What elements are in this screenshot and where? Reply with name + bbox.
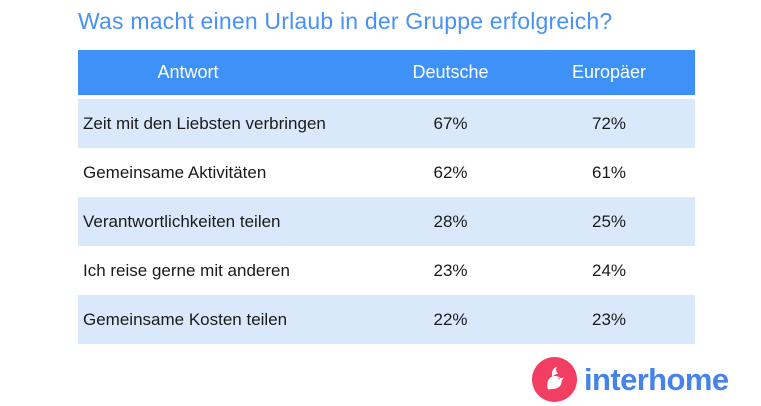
table-row: Verantwortlichkeiten teilen 28% 25%: [78, 197, 695, 246]
table-header-row: Antwort Deutsche Europäer: [78, 50, 695, 95]
table-row: Ich reise gerne mit anderen 23% 24%: [78, 246, 695, 295]
table-row: Gemeinsame Kosten teilen 22% 23%: [78, 295, 695, 344]
row-label: Verantwortlichkeiten teilen: [83, 211, 281, 231]
row-label: Gemeinsame Aktivitäten: [83, 162, 267, 182]
row-label: Gemeinsame Kosten teilen: [83, 309, 288, 329]
dove-icon: [532, 357, 577, 402]
row-value-european: 61%: [591, 162, 627, 182]
interhome-logo: interhome: [532, 357, 729, 402]
column-header-german: Deutsche: [412, 62, 489, 82]
column-header-answer: Antwort: [157, 62, 219, 82]
row-value-german: 22%: [433, 309, 468, 329]
row-value-german: 28%: [433, 211, 468, 231]
page-title: Was macht einen Urlaub in der Gruppe erf…: [78, 8, 613, 34]
table-row: Gemeinsame Aktivitäten 62% 61%: [78, 148, 695, 197]
row-label: Zeit mit den Liebsten verbringen: [83, 113, 326, 133]
brand-name: interhome: [584, 361, 729, 397]
row-value-european: 23%: [591, 309, 627, 329]
row-value-german: 62%: [433, 162, 468, 182]
row-value-german: 67%: [433, 113, 468, 133]
survey-table: Antwort Deutsche Europäer Zeit mit den L…: [78, 50, 695, 344]
row-value-german: 23%: [433, 260, 468, 280]
row-label: Ich reise gerne mit anderen: [83, 260, 290, 280]
table-row: Zeit mit den Liebsten verbringen 67% 72%: [78, 99, 695, 148]
row-value-european: 72%: [591, 113, 627, 133]
row-value-european: 24%: [591, 260, 627, 280]
row-value-european: 25%: [591, 211, 627, 231]
column-header-european: Europäer: [571, 62, 647, 82]
